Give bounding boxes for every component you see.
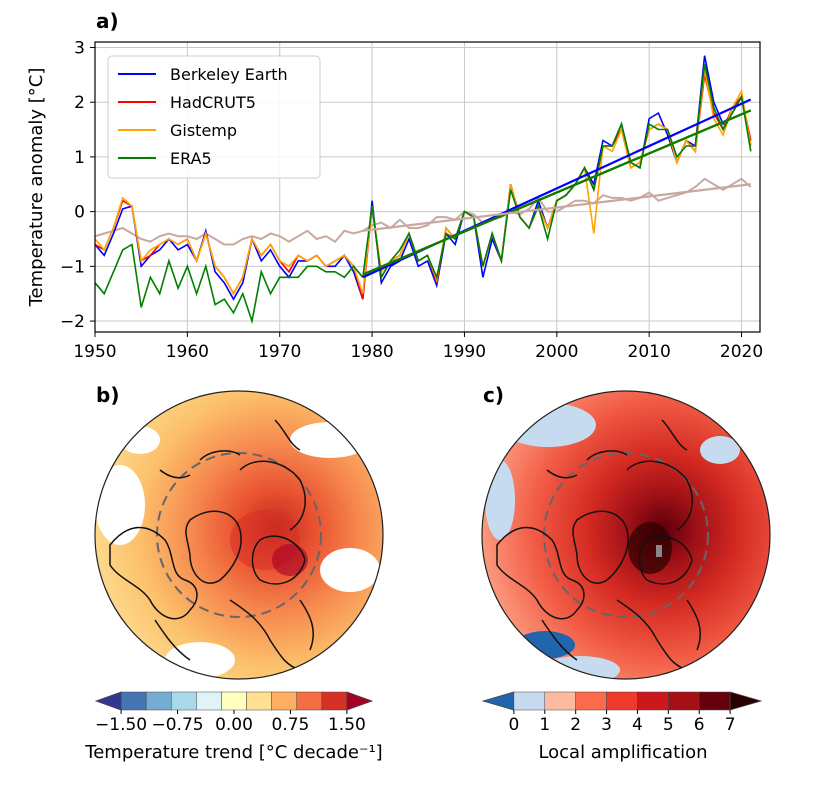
colorbar-segment xyxy=(171,691,197,711)
x-tick-label: 1980 xyxy=(350,342,393,362)
x-tick-label: 1970 xyxy=(258,342,301,362)
y-tick-label: 0 xyxy=(74,203,85,223)
x-tick-label: 2000 xyxy=(535,342,578,362)
colorbar-tick-label: 4 xyxy=(632,715,643,735)
panel-b-arctic-circle xyxy=(156,452,322,618)
colorbar-segment xyxy=(221,691,247,711)
colorbar-segment xyxy=(698,691,731,711)
colorbar-tick-label: 6 xyxy=(694,715,705,735)
colorbar-extend-low xyxy=(94,691,122,711)
panel-c-amplification-map xyxy=(482,391,770,679)
colorbar-segment xyxy=(575,691,607,711)
x-tick-label: 1950 xyxy=(73,342,116,362)
panel-c-arctic-circle xyxy=(543,452,709,618)
colorbar-extend-high xyxy=(346,691,374,711)
panel-c-label: c) xyxy=(483,383,504,407)
panel-b-label: b) xyxy=(96,383,119,407)
colorbar-tick-label: 5 xyxy=(663,715,674,735)
panel-c-map-border xyxy=(481,390,771,680)
colorbar-segment xyxy=(321,691,348,711)
series-line-era5 xyxy=(362,63,752,280)
x-tick-label: 2010 xyxy=(628,342,671,362)
trend-line-era5 xyxy=(362,109,752,276)
legend-label: HadCRUT5 xyxy=(170,93,256,112)
colorbar-tick-label: 3 xyxy=(601,715,612,735)
y-tick-label: 3 xyxy=(74,38,85,58)
panel-b-arctic-trend-map xyxy=(95,391,383,679)
colorbar-segment xyxy=(668,691,700,711)
y-tick-label: 2 xyxy=(74,93,85,113)
colorbar-tick-label: −1.50 xyxy=(95,715,147,735)
colorbar-segment xyxy=(120,691,147,711)
legend-label: Berkeley Earth xyxy=(170,65,288,84)
x-tick-label: 1990 xyxy=(443,342,486,362)
colorbar-segment xyxy=(271,691,297,711)
legend-box xyxy=(107,55,321,179)
y-tick-label: −1 xyxy=(60,257,85,277)
colorbar-segment xyxy=(246,691,272,711)
panel-b-colorbar: −1.50 −0.75 0.00 0.75 1.50 xyxy=(94,691,374,735)
y-axis-label: Temperature anomaly [°C] xyxy=(26,68,47,308)
colorbar-tick-label: 0 xyxy=(508,715,519,735)
panel-b-map-border xyxy=(94,390,384,680)
colorbar-tick-label: 0.75 xyxy=(272,715,310,735)
y-tick-label: 1 xyxy=(74,148,85,168)
colorbar-tick-label: 1.50 xyxy=(328,715,366,735)
colorbar-segment xyxy=(296,691,323,711)
plot-frame xyxy=(94,41,761,333)
series-line-era5-back-extension xyxy=(94,243,364,325)
trend-line-global-mean xyxy=(362,183,751,232)
colorbar-tick-label: 7 xyxy=(725,715,736,735)
colorbar-segment xyxy=(145,691,172,711)
x-tick-label: 1960 xyxy=(166,342,209,362)
colorbar-extend-low xyxy=(481,691,515,711)
panel-a-label: a) xyxy=(96,9,119,33)
y-tick-label: −2 xyxy=(60,312,85,332)
colorbar-segment xyxy=(544,691,576,711)
colorbar-segment xyxy=(196,691,222,711)
colorbar-segment xyxy=(637,691,669,711)
panel-c-colorbar-label: Local amplification xyxy=(538,742,707,763)
colorbar-tick-label: 1 xyxy=(539,715,550,735)
legend-label: Gistemp xyxy=(170,121,237,140)
colorbar-tick-label: 2 xyxy=(570,715,581,735)
panel-a-line-chart: 1950 1960 1970 1980 1990 2000 2010 2020 −2 −1 0 1 2 3… xyxy=(26,38,763,362)
colorbar-tick-label: 0.00 xyxy=(215,715,253,735)
panel-b-colorbar-label: Temperature trend [°C decade⁻¹] xyxy=(84,742,382,763)
legend-label: ERA5 xyxy=(170,149,212,168)
panel-b-coastlines xyxy=(109,419,314,671)
x-tick-label: 2020 xyxy=(720,342,763,362)
colorbar-segment xyxy=(606,691,638,711)
panel-c-coastlines xyxy=(496,419,701,671)
colorbar-segment xyxy=(513,691,546,711)
colorbar-extend-high xyxy=(729,691,763,711)
colorbar-tick-label: −0.75 xyxy=(151,715,203,735)
